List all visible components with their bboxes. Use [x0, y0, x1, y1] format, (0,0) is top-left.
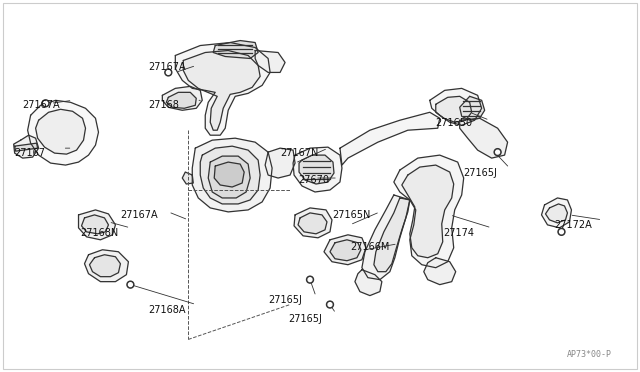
Circle shape: [129, 283, 132, 286]
Polygon shape: [192, 138, 272, 212]
Circle shape: [307, 276, 314, 283]
Circle shape: [558, 228, 565, 235]
Circle shape: [326, 301, 333, 308]
Polygon shape: [545, 204, 568, 223]
Polygon shape: [436, 96, 472, 122]
Text: 27167A: 27167A: [148, 62, 186, 73]
Text: 271650: 271650: [436, 118, 473, 128]
Polygon shape: [213, 41, 258, 58]
Polygon shape: [424, 258, 456, 285]
Text: 27168N: 27168N: [81, 228, 119, 238]
Text: 27167: 27167: [15, 148, 45, 158]
Circle shape: [494, 149, 501, 155]
Polygon shape: [208, 156, 250, 198]
Circle shape: [308, 278, 312, 282]
Polygon shape: [460, 118, 508, 158]
Circle shape: [42, 100, 49, 107]
Circle shape: [496, 150, 500, 154]
Text: 27165N: 27165N: [332, 210, 371, 220]
Text: 27165J: 27165J: [288, 314, 322, 324]
Circle shape: [127, 281, 134, 288]
Text: 27174: 27174: [444, 228, 475, 238]
Polygon shape: [200, 146, 260, 204]
Circle shape: [165, 69, 172, 76]
Polygon shape: [340, 112, 440, 165]
Polygon shape: [79, 210, 115, 240]
Text: 27167N: 27167N: [280, 148, 319, 158]
Polygon shape: [265, 148, 295, 178]
Text: 27670: 27670: [298, 175, 329, 185]
Polygon shape: [293, 147, 342, 192]
Text: 27167A: 27167A: [120, 210, 158, 220]
Text: 27168A: 27168A: [148, 305, 186, 315]
Polygon shape: [255, 51, 285, 73]
Polygon shape: [214, 162, 244, 187]
Polygon shape: [13, 135, 38, 158]
Polygon shape: [402, 165, 454, 258]
Text: 27172A: 27172A: [554, 220, 592, 230]
Polygon shape: [374, 198, 410, 272]
Polygon shape: [294, 208, 332, 238]
Polygon shape: [90, 255, 120, 277]
Polygon shape: [183, 51, 260, 130]
Text: AP73*00-P: AP73*00-P: [567, 350, 612, 359]
Polygon shape: [81, 215, 108, 234]
Polygon shape: [324, 235, 366, 265]
Polygon shape: [15, 143, 38, 151]
Circle shape: [328, 303, 332, 307]
Polygon shape: [460, 96, 484, 120]
Polygon shape: [362, 195, 410, 280]
Text: 27165J: 27165J: [464, 168, 497, 178]
Polygon shape: [394, 155, 464, 268]
Text: 27168: 27168: [148, 100, 179, 110]
Polygon shape: [430, 89, 482, 125]
Polygon shape: [36, 109, 86, 154]
Polygon shape: [355, 270, 382, 296]
Circle shape: [559, 230, 563, 234]
Polygon shape: [541, 198, 572, 228]
Polygon shape: [299, 155, 334, 184]
Text: 27166M: 27166M: [350, 242, 389, 252]
Text: 27167A: 27167A: [22, 100, 60, 110]
Polygon shape: [182, 172, 193, 184]
Polygon shape: [28, 100, 99, 165]
Polygon shape: [166, 92, 196, 108]
Circle shape: [44, 102, 47, 105]
Polygon shape: [298, 213, 327, 234]
Polygon shape: [330, 240, 361, 261]
Polygon shape: [163, 86, 202, 110]
Circle shape: [166, 71, 170, 74]
Polygon shape: [175, 42, 270, 135]
Polygon shape: [84, 250, 129, 282]
Text: 27165J: 27165J: [268, 295, 302, 305]
